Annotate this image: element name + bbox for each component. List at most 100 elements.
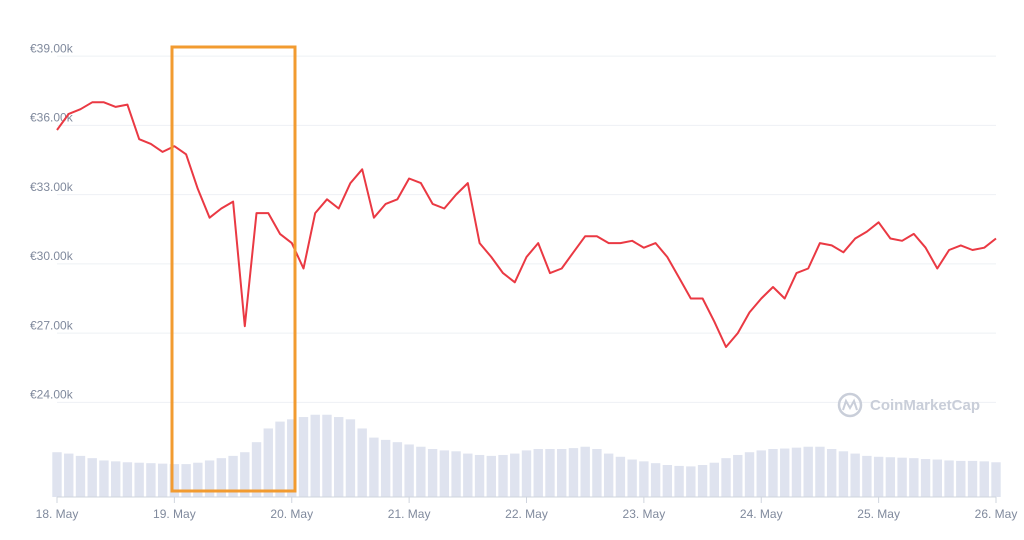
y-tick-label: €33.00k	[30, 180, 74, 194]
volume-bar	[815, 446, 825, 497]
volume-bar	[615, 456, 626, 497]
volume-bar	[310, 414, 320, 497]
volume-bars	[52, 414, 1001, 497]
volume-bar	[169, 464, 180, 497]
volume-bar	[733, 454, 743, 497]
volume-bar	[756, 450, 766, 497]
volume-bar	[275, 421, 285, 497]
volume-bar	[967, 460, 978, 497]
highlight-box	[170, 45, 297, 493]
volume-bar	[897, 457, 907, 497]
x-tick-label: 20. May	[270, 507, 313, 521]
volume-bar	[134, 462, 144, 497]
volume-bar	[204, 460, 215, 497]
x-tick-label: 22. May	[505, 507, 548, 521]
volume-bar	[650, 463, 661, 497]
volume-bar	[486, 455, 496, 497]
x-tick-label: 26. May	[975, 507, 1018, 521]
volume-bar	[216, 458, 227, 497]
volume-bar	[474, 454, 485, 497]
x-tick-label: 21. May	[388, 507, 431, 521]
volume-bar	[52, 452, 62, 497]
volume-bar	[826, 449, 837, 497]
x-tick-label: 23. May	[623, 507, 666, 521]
volume-bar	[768, 449, 778, 497]
volume-bar	[838, 451, 849, 497]
volume-bar	[110, 461, 121, 497]
volume-bar	[803, 446, 813, 497]
volume-bar	[228, 455, 238, 497]
volume-bar	[392, 442, 403, 497]
volume-bar	[744, 452, 755, 497]
volume-bar	[298, 417, 309, 497]
volume-bar	[404, 444, 414, 497]
volume-bar	[662, 465, 673, 497]
volume-bar	[369, 437, 379, 497]
volume-bar	[674, 465, 684, 497]
volume-bar	[416, 446, 426, 497]
volume-bar	[75, 455, 86, 497]
volume-bar	[345, 419, 356, 497]
volume-bar	[991, 462, 1001, 497]
volume-bar	[533, 449, 543, 497]
volume-bar	[885, 457, 896, 497]
volume-bar	[920, 459, 931, 497]
volume-bar	[193, 462, 203, 497]
volume-bar	[122, 462, 133, 497]
watermark-logo	[837, 392, 863, 418]
volume-bar	[64, 453, 74, 497]
volume-bar	[498, 454, 508, 497]
volume-bar	[322, 414, 332, 497]
axes: €24.00k€27.00k€30.00k€33.00k€36.00k€39.0…	[30, 41, 1017, 521]
volume-bar	[263, 428, 273, 497]
volume-bar	[686, 466, 696, 497]
x-tick-label: 18. May	[36, 507, 79, 521]
x-tick-label: 19. May	[153, 507, 196, 521]
price-line	[56, 101, 997, 348]
volume-bar	[87, 458, 97, 497]
volume-bar	[592, 449, 602, 497]
volume-bar	[580, 446, 590, 497]
watermark-logo-mark	[842, 398, 858, 411]
volume-bar	[334, 417, 344, 497]
volume-bar	[639, 461, 649, 497]
volume-bar	[181, 464, 191, 497]
volume-bar	[99, 460, 109, 497]
volume-bar	[251, 442, 262, 497]
volume-bar	[850, 453, 860, 497]
volume-bar	[627, 459, 637, 497]
volume-bar	[439, 450, 450, 497]
volume-bar	[157, 463, 168, 497]
volume-bar	[146, 463, 156, 497]
y-tick-label: €24.00k	[30, 388, 74, 402]
y-tick-label: €39.00k	[30, 41, 74, 55]
volume-bar	[557, 449, 567, 497]
volume-bar	[287, 419, 297, 497]
x-tick-label: 24. May	[740, 507, 783, 521]
watermark: CoinMarketCap	[837, 392, 980, 418]
volume-bar	[603, 453, 614, 497]
volume-bar	[697, 465, 708, 497]
x-tick-label: 25. May	[857, 507, 900, 521]
y-tick-label: €30.00k	[30, 249, 74, 263]
volume-bar	[932, 459, 943, 497]
volume-bar	[545, 449, 555, 497]
volume-bar	[873, 456, 884, 497]
volume-bar	[979, 461, 989, 497]
volume-bar	[357, 428, 367, 497]
grid	[57, 55, 996, 403]
volume-bar	[510, 453, 520, 497]
y-tick-label: €27.00k	[30, 318, 74, 332]
volume-bar	[240, 452, 250, 497]
volume-bar	[944, 460, 954, 497]
volume-bar	[909, 458, 919, 497]
volume-bar	[463, 453, 473, 497]
volume-bar	[721, 458, 731, 497]
volume-bar	[862, 455, 872, 497]
volume-bar	[427, 449, 438, 497]
volume-bar	[521, 450, 532, 497]
volume-bar	[380, 439, 391, 497]
volume-bar	[956, 460, 966, 497]
